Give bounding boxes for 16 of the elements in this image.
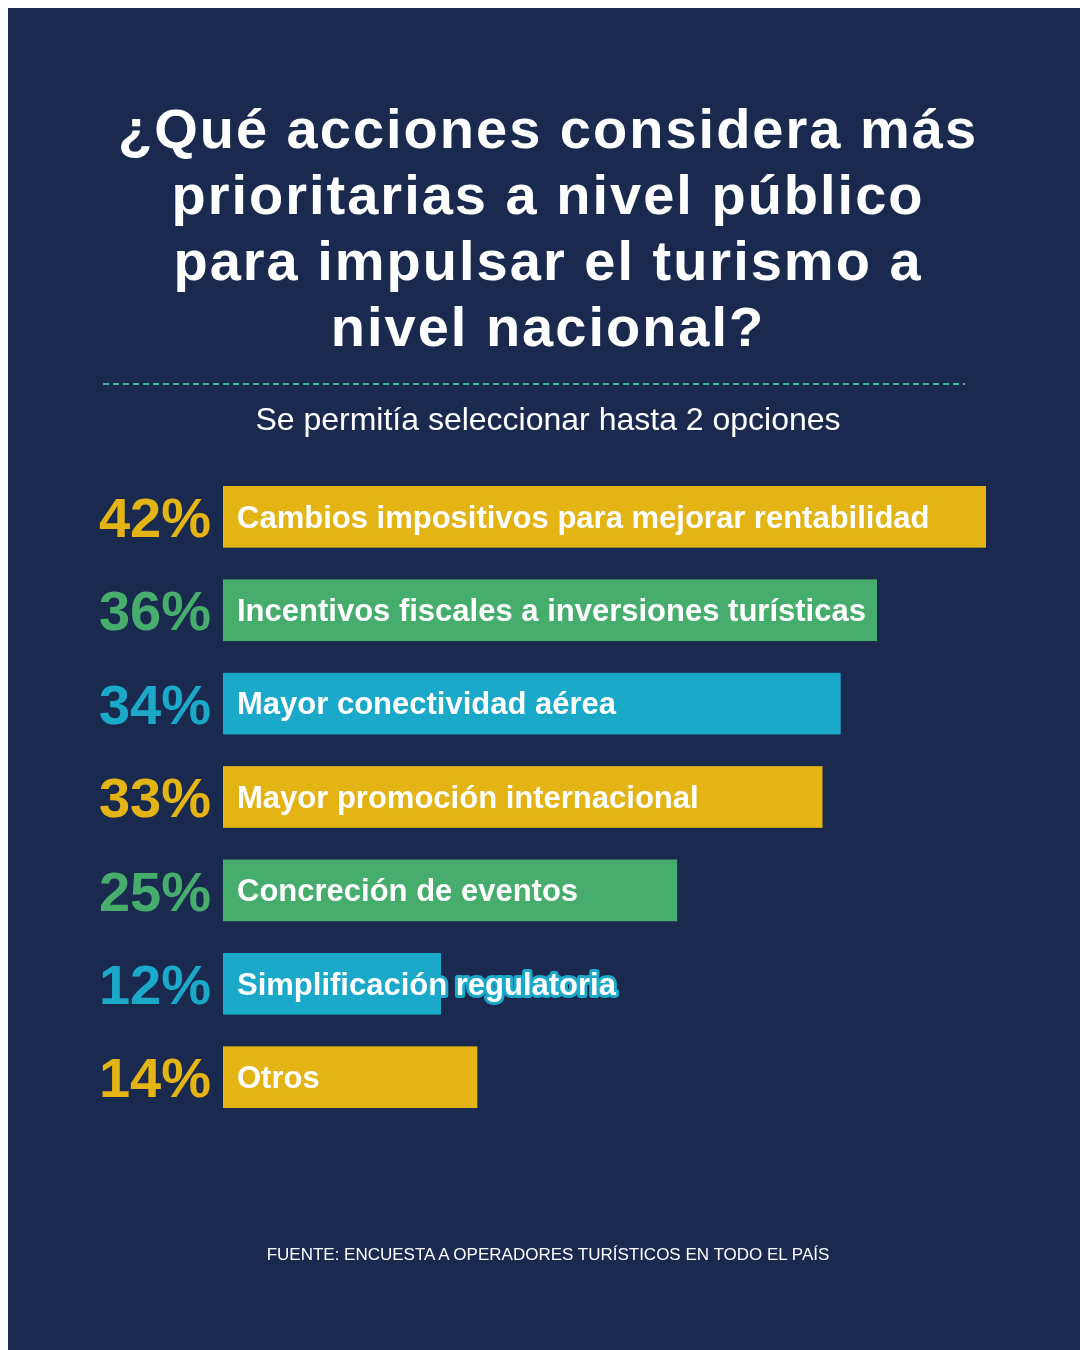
data-label: 25%	[98, 859, 211, 923]
chart-title: ¿Qué acciones considera más prioritarias a nivel público para impulsar el turismo a nivel nacional?	[117, 97, 979, 358]
y-tick-label: Concreción de eventos	[237, 873, 579, 909]
data-label: 33%	[98, 766, 211, 830]
data-label: 36%	[98, 579, 211, 643]
chart-subtitle: Se permitía seleccionar hasta 2 opciones	[255, 401, 841, 437]
source-note: FUENTE: ENCUESTA A OPERADORES TURÍSTICOS EN TODO EL PAÍS	[266, 1245, 830, 1264]
data-label: 34%	[98, 672, 211, 736]
data-label: 14%	[98, 1046, 211, 1110]
y-tick-label: Cambios impositivos para mejorar rentabilidad	[237, 499, 930, 535]
y-tick-label: Mayor conectividad aérea	[237, 686, 617, 722]
data-label: 12%	[98, 952, 211, 1016]
y-tick-label: Otros	[237, 1060, 320, 1096]
y-tick-label: Mayor promoción internacional	[237, 779, 699, 815]
y-tick-label: Incentivos fiscales a inversiones turísticas	[237, 593, 866, 629]
data-label: 42%	[98, 485, 211, 549]
